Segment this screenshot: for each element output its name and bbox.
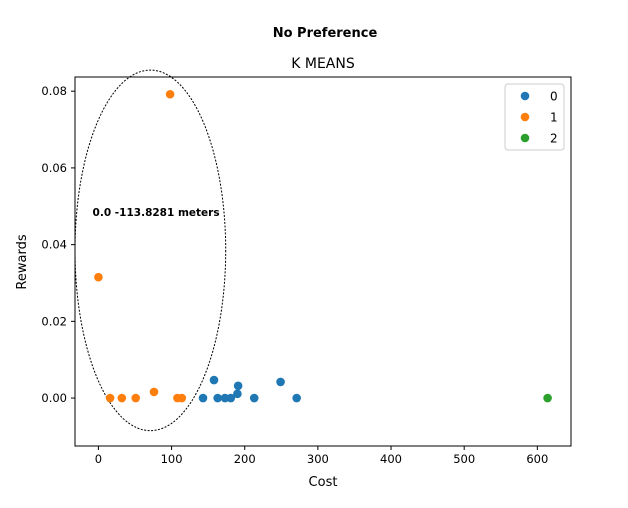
x-axis-label: Cost: [309, 475, 338, 490]
data-point-series-0-0: [198, 393, 208, 403]
data-point-series-0-4: [226, 393, 236, 403]
data-point-series-1-7: [177, 393, 187, 403]
data-point-series-1-3: [131, 393, 141, 403]
chart-title: K MEANS: [291, 56, 355, 72]
data-point-series-0-8: [276, 377, 285, 387]
x-tick-label-100: 100: [161, 452, 183, 466]
data-point-series-1-2: [117, 393, 127, 403]
legend-label-0: 0: [550, 90, 558, 104]
data-point-series-0-5: [233, 389, 242, 399]
x-tick-label-300: 300: [307, 452, 329, 466]
y-tick-label-3: 0.06: [41, 161, 67, 175]
legend-label-1: 1: [550, 111, 558, 125]
data-point-series-0-9: [292, 393, 301, 403]
legend-label-2: 2: [550, 132, 558, 146]
x-tick-label-400: 400: [380, 452, 402, 466]
x-tick-label-600: 600: [526, 452, 548, 466]
data-point-series-1-4: [149, 387, 159, 397]
ellipse-annotation: 0.0 -113.8281 meters: [93, 207, 220, 219]
legend-marker-0: [520, 91, 530, 101]
data-point-series-1-5: [165, 89, 175, 99]
data-point-series-1-0: [94, 272, 103, 282]
legend-marker-1: [520, 112, 530, 122]
plot-area-frame: [74, 76, 572, 447]
data-point-series-0-6: [233, 381, 243, 391]
cluster-ellipse: [74, 69, 227, 432]
data-point-series-0-2: [213, 393, 222, 403]
data-point-series-0-7: [249, 393, 259, 403]
y-tick-label-2: 0.04: [41, 238, 67, 252]
figure-suptitle: No Preference: [273, 26, 378, 41]
y-axis-label: Rewards: [15, 234, 30, 289]
y-tick-label-4: 0.08: [41, 84, 67, 98]
x-tick-label-500: 500: [453, 452, 475, 466]
legend: 0 1 2: [504, 83, 565, 151]
legend-box: [504, 83, 565, 151]
x-tick-label-200: 200: [234, 452, 256, 466]
data-point-series-1-1: [105, 393, 115, 403]
data-point-series-0-1: [209, 375, 219, 385]
data-point-series-2-0: [543, 393, 552, 403]
y-tick-label-0: 0.00: [41, 391, 67, 405]
y-tick-label-1: 0.02: [41, 314, 67, 328]
legend-marker-2: [520, 133, 530, 143]
x-tick-label-0: 0: [95, 452, 102, 466]
